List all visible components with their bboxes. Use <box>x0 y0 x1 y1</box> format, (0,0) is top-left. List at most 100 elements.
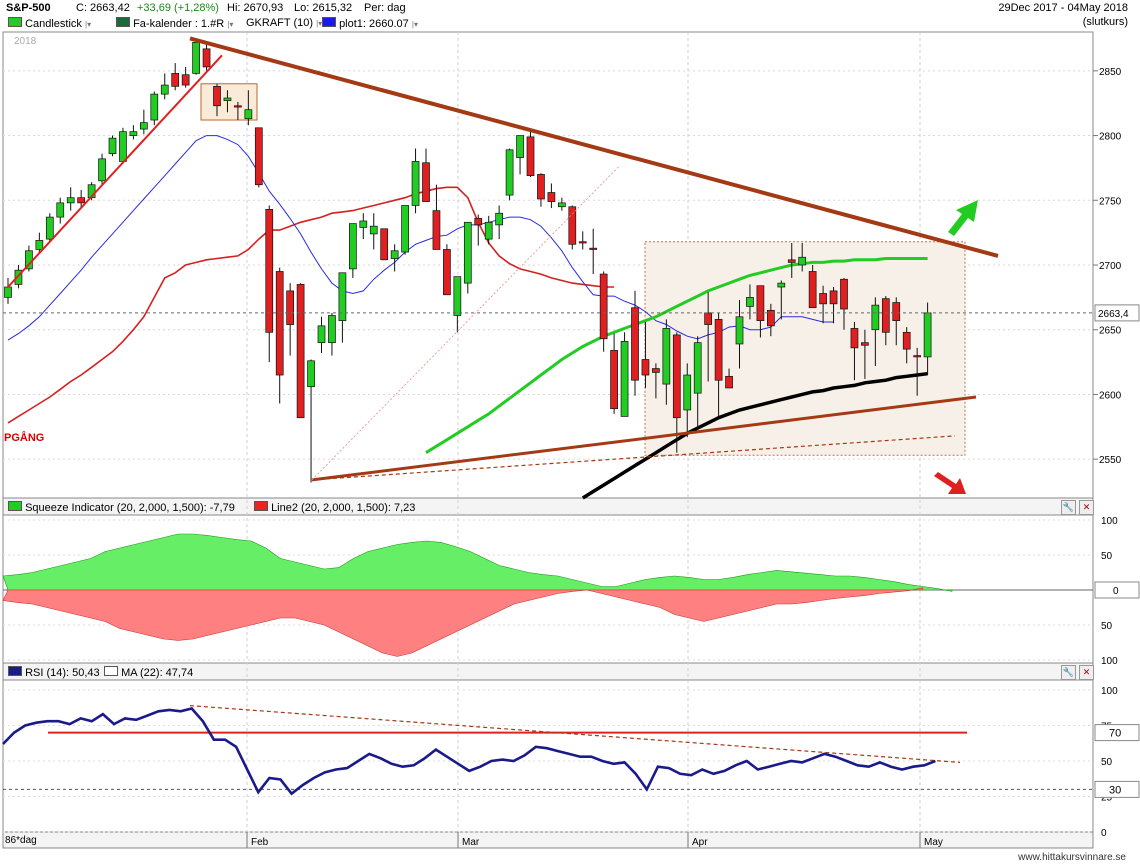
rsi-ma-legend[interactable]: MA (22): 47,74 <box>104 666 193 679</box>
candle-body <box>808 271 817 309</box>
candle-body <box>829 290 838 305</box>
price-tick-label: 2650 <box>1099 326 1122 337</box>
candle-body <box>422 162 430 202</box>
sma20-line <box>7 135 834 341</box>
candle-body <box>443 249 451 296</box>
candle-body <box>140 122 148 130</box>
date-range-label: 29Dec 2017 - 04May 2018 <box>998 2 1128 14</box>
candle-body <box>390 250 399 259</box>
legend-swatch <box>104 666 118 676</box>
chevron-down-icon[interactable]: |▾ <box>227 20 234 29</box>
ma50-line <box>7 186 615 424</box>
month-label: Apr <box>692 837 708 848</box>
down-arrow-icon <box>934 472 966 494</box>
candle-body <box>108 137 117 155</box>
line2-legend[interactable]: Line2 (20, 2,000, 1,500): 7,23 <box>254 501 415 514</box>
symbol-label: S&P-500 <box>6 2 51 14</box>
candle-body <box>369 225 378 235</box>
candle-body <box>244 109 253 120</box>
squeeze-tick-label: 50 <box>1101 621 1113 632</box>
price-tick-label: 2700 <box>1099 261 1122 272</box>
candle-body <box>265 208 274 333</box>
support-dashed-line <box>311 435 956 481</box>
squeeze-area <box>2 533 953 592</box>
candle-body <box>766 309 775 327</box>
close-icon[interactable]: ✕ <box>1079 665 1094 680</box>
candle-body <box>453 276 462 316</box>
rsi-tick-label: 0 <box>1101 828 1107 839</box>
legend-candlestick[interactable]: Candlestick |▾ <box>8 17 91 30</box>
candle-body <box>704 312 713 325</box>
candle-body <box>495 212 503 226</box>
ma100-line <box>425 257 928 454</box>
candle-body <box>641 359 650 376</box>
candle-body <box>557 202 566 208</box>
zero-tag-box <box>1094 581 1140 599</box>
oversold_tag-box <box>1094 780 1140 798</box>
wrench-icon[interactable]: 🔧 <box>1061 665 1076 680</box>
candle-body <box>307 360 315 388</box>
close-type-label: (slutkurs) <box>1082 16 1128 28</box>
chevron-down-icon[interactable]: |▾ <box>316 19 323 28</box>
candle-body <box>213 86 221 107</box>
overbought_tag-box <box>1094 724 1140 742</box>
squeeze-tick-label: 50 <box>1101 551 1113 562</box>
candle-body <box>725 375 733 389</box>
zero-tag: 0 <box>1113 586 1119 597</box>
squeeze-tick-label: 100 <box>1101 516 1118 527</box>
candle-body <box>317 325 326 344</box>
candle-body <box>505 149 514 196</box>
close-label: C: 2663,42 <box>76 2 130 14</box>
candle-body <box>840 278 848 310</box>
candle-body <box>620 341 629 417</box>
candle-body <box>296 284 305 419</box>
wrench-icon[interactable]: 🔧 <box>1061 500 1076 515</box>
candle-body <box>129 131 138 136</box>
candle-body <box>892 302 901 322</box>
candle-body <box>902 331 911 350</box>
line2-area <box>2 587 924 657</box>
candle-body <box>693 342 702 394</box>
candle-body <box>777 282 786 288</box>
chevron-down-icon[interactable]: |▾ <box>84 20 92 29</box>
candle-body <box>631 307 639 381</box>
candle-body <box>275 271 284 376</box>
legend-label: Fa-kalender : 1.#R <box>133 18 225 30</box>
overbought_tag: 70 <box>1109 728 1121 740</box>
month-label: Mar <box>462 837 480 848</box>
legend-gkraft[interactable]: GKRAFT (10) |▾ <box>246 17 322 29</box>
candle-body <box>599 273 608 340</box>
change-label: +33,69 (+1,28%) <box>137 2 219 14</box>
candle-body <box>756 285 765 322</box>
squeeze-legend[interactable]: Squeeze Indicator (20, 2,000, 1,500): -7… <box>8 501 235 514</box>
candle-body <box>66 197 75 204</box>
candle-body <box>328 315 336 344</box>
candle-body <box>432 210 441 250</box>
candle-body <box>359 220 368 228</box>
legend-swatch <box>322 17 336 27</box>
candle-body <box>77 197 86 204</box>
thin-dotted-line <box>311 165 621 481</box>
candle-body <box>547 192 556 202</box>
resistance-trendline <box>189 36 999 258</box>
candle-body <box>537 174 545 200</box>
close-icon[interactable]: ✕ <box>1079 500 1094 515</box>
candle-body <box>14 269 23 285</box>
legend-fa-kalender[interactable]: Fa-kalender : 1.#R |▾ <box>116 17 233 30</box>
legend-label: Line2 (20, 2,000, 1,500): 7,23 <box>271 502 416 514</box>
candle-body <box>662 328 671 385</box>
rsi-legend[interactable]: RSI (14): 50,43 <box>8 666 100 679</box>
legend-label: plot1: 2660.07 <box>339 18 409 30</box>
chevron-down-icon[interactable]: |▾ <box>411 20 418 29</box>
legend-swatch <box>8 666 22 676</box>
candle-body <box>735 316 744 345</box>
candle-body <box>286 290 294 325</box>
legend-swatch <box>8 17 22 27</box>
oversold_tag: 30 <box>1109 784 1121 796</box>
candle-body <box>401 205 409 253</box>
price-tick-label: 2550 <box>1099 455 1122 466</box>
legend-plot1[interactable]: plot1: 2660.07 |▾ <box>322 17 418 30</box>
period-label: Per: dag <box>364 2 406 14</box>
candle-body <box>714 319 723 381</box>
